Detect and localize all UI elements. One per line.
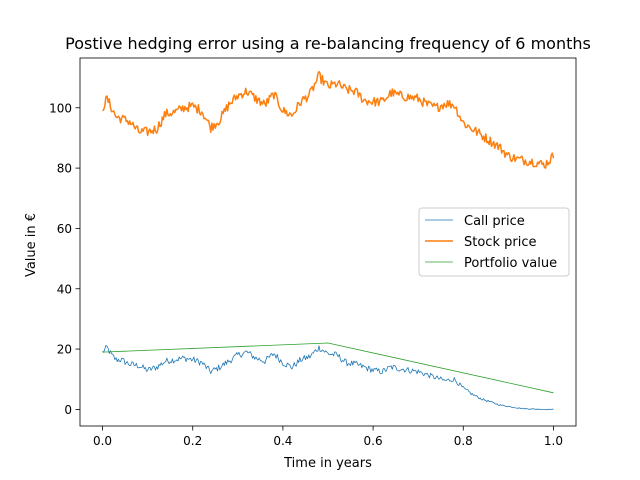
y-axis-label: Value in €	[24, 213, 39, 277]
x-tick-label: 0.8	[454, 434, 473, 448]
axes-frame	[79, 57, 577, 427]
y-tick-label: 40	[57, 282, 72, 296]
series-line-portfolio-value	[102, 342, 554, 394]
x-tick-label: 0.0	[93, 434, 112, 448]
series-line-call-price	[102, 345, 554, 411]
x-axis-ticks: 0.0 0.2 0.4 0.6 0.8 1.0	[93, 426, 563, 448]
chart-title: Postive hedging error using a re-balanci…	[65, 34, 591, 53]
y-tick-label: 80	[57, 162, 72, 176]
legend-label: Portfolio value	[464, 256, 557, 271]
x-tick-label: 1.0	[544, 434, 563, 448]
x-axis-label: Time in years	[283, 456, 372, 471]
y-tick-label: 100	[49, 101, 72, 115]
x-tick-label: 0.4	[273, 434, 292, 448]
y-tick-label: 60	[57, 222, 72, 236]
y-tick-label: 0	[64, 403, 72, 417]
y-axis-ticks: 0 20 40 60 80 100	[49, 101, 80, 417]
x-tick-label: 0.6	[364, 434, 383, 448]
legend: Call price Stock price Portfolio value	[418, 207, 570, 277]
y-tick-label: 20	[57, 343, 72, 357]
legend-label: Call price	[464, 214, 525, 229]
legend-label: Stock price	[464, 235, 536, 250]
x-tick-label: 0.2	[183, 434, 202, 448]
series-line-stock-price	[101, 70, 555, 169]
legend-box	[418, 207, 570, 277]
